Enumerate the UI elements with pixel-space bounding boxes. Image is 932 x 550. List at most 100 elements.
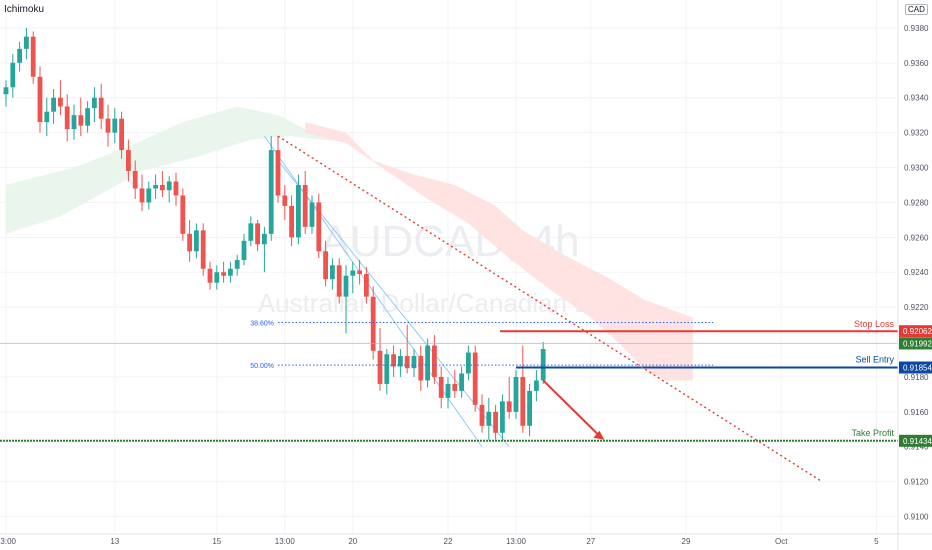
candle-up	[459, 373, 464, 391]
currency-label[interactable]: CAD	[905, 4, 928, 15]
cloud-bullish	[6, 106, 346, 234]
candle-down	[37, 76, 43, 123]
ichimoku-cloud	[6, 106, 693, 381]
candle-up	[527, 390, 532, 426]
time-tick-label: 15	[212, 537, 221, 546]
price-tick-label: 0.9240	[904, 268, 929, 277]
forecast-arrowhead	[593, 430, 605, 440]
candle-down	[58, 97, 63, 107]
price-tick-label: 0.9340	[904, 94, 929, 103]
candle-down	[432, 345, 437, 377]
candle-up	[194, 230, 199, 252]
candle-up	[24, 36, 29, 49]
candle-down	[391, 354, 396, 367]
candle-up	[17, 48, 22, 63]
candle-up	[425, 345, 430, 381]
candle-down	[139, 188, 145, 203]
candle-down	[289, 205, 294, 238]
candle-up	[44, 111, 50, 123]
sell-entry-price-tag-bg	[899, 361, 932, 374]
trade-levels: 38.60% 50.00% Stop Loss Sell Entry Take Prof…	[0, 135, 898, 483]
candle-down	[64, 106, 70, 130]
candle-down	[364, 273, 369, 297]
candle-up	[309, 202, 315, 227]
fib-level-label: 50.00%	[250, 363, 274, 370]
candle-down	[275, 150, 281, 196]
price-tick-label: 0.9320	[904, 129, 929, 138]
sell-entry-label: Sell Entry	[855, 355, 894, 365]
price-tick-label: 0.9360	[904, 59, 929, 68]
candle-up	[268, 150, 274, 234]
candle-up	[296, 184, 301, 238]
candle-down	[78, 115, 84, 126]
candle-up	[146, 188, 152, 203]
price-tick-label: 0.9280	[904, 198, 929, 207]
time-tick-label: 29	[682, 537, 691, 546]
candle-down	[282, 195, 288, 206]
candle-down	[105, 118, 111, 133]
candle-down	[316, 202, 322, 252]
candle-down	[493, 411, 498, 433]
price-tick-label: 0.9300	[904, 164, 929, 173]
current-price-tag: 0.91992	[903, 339, 932, 348]
candle-down	[357, 270, 362, 274]
candle-down	[323, 251, 328, 280]
price-tick-label: 0.9140	[904, 443, 929, 452]
forecast-arrow	[542, 379, 603, 439]
time-tick-label: 13:00	[275, 537, 296, 546]
candle-down	[418, 356, 424, 381]
candle-up	[112, 118, 118, 133]
candle-down	[370, 296, 376, 351]
candle-up	[262, 233, 267, 245]
candle-down	[119, 118, 124, 151]
price-tick-label: 0.9380	[904, 24, 929, 33]
price-tick-label: 0.9100	[904, 513, 929, 522]
price-tick-label: 0.9120	[904, 478, 929, 487]
candle-up	[241, 240, 247, 261]
candle-up	[534, 380, 539, 391]
take-profit-price-tag-bg	[899, 434, 932, 447]
candle-down	[520, 376, 526, 426]
candle-down	[479, 404, 485, 426]
candlesticks	[3, 27, 546, 440]
candle-down	[200, 230, 206, 269]
candle-down	[207, 268, 213, 283]
candle-down	[452, 383, 458, 391]
grid	[0, 0, 898, 534]
price-tick-label: 0.9220	[904, 303, 929, 312]
time-tick-label: 27	[586, 537, 595, 546]
candle-down	[126, 150, 131, 172]
candle-down	[221, 272, 226, 276]
sell-entry-price-tag: 0.91854	[903, 364, 932, 373]
candle-up	[92, 97, 97, 109]
candle-down	[506, 401, 512, 412]
candle-up	[248, 223, 254, 241]
candle-down	[336, 265, 342, 297]
candle-down	[187, 233, 192, 252]
candle-down	[98, 97, 104, 119]
stop-loss-label: Stop Loss	[854, 319, 895, 329]
time-tick-label: 13:00	[506, 537, 527, 546]
time-tick-label: 13:00	[0, 537, 17, 546]
price-tick-label: 0.9160	[904, 408, 929, 417]
time-tick-label: 22	[444, 537, 453, 546]
candle-up	[85, 108, 90, 126]
stop-loss-price-tag-bg	[899, 325, 932, 338]
candle-down	[173, 181, 179, 196]
time-tick-label: 20	[348, 537, 357, 546]
candle-up	[343, 275, 349, 297]
candle-down	[30, 36, 36, 77]
candle-up	[398, 356, 403, 367]
candle-down	[160, 184, 165, 191]
candle-up	[3, 87, 9, 95]
price-axis[interactable]: 0.9380 0.9360 0.9340 0.9320 0.9300 0.9280 0.92…	[897, 0, 932, 550]
candle-up	[500, 401, 505, 433]
candle-up	[228, 268, 233, 276]
price-tick-label: 0.9180	[904, 373, 929, 382]
candle-up	[51, 97, 56, 112]
indicator-label: Ichimoku	[4, 4, 45, 15]
candle-down	[472, 352, 478, 405]
candle-down	[438, 376, 444, 398]
